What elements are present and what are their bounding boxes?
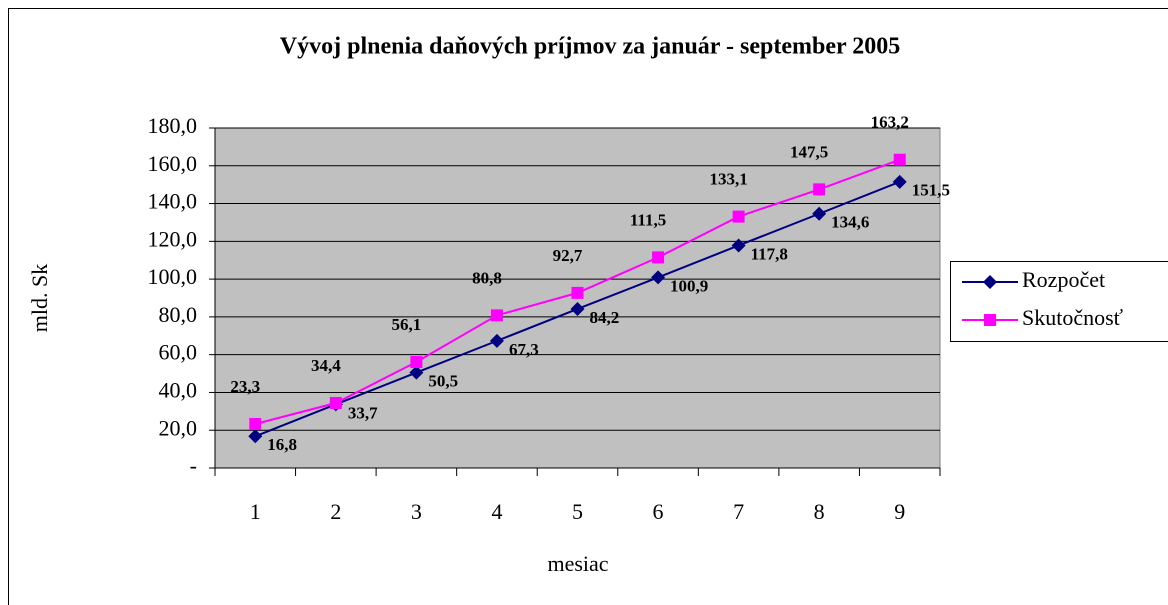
- value-label: 117,8: [751, 244, 788, 263]
- point: [813, 183, 826, 196]
- point: [892, 174, 907, 189]
- x-tick-label: 7: [733, 499, 744, 524]
- point: [571, 286, 584, 299]
- y-tick-label: 100,0: [148, 264, 198, 289]
- y-tick-label: 140,0: [148, 189, 198, 214]
- y-tick-label: 40,0: [159, 377, 198, 402]
- value-label: 67,3: [509, 340, 539, 359]
- point: [570, 301, 585, 316]
- point: [249, 417, 262, 430]
- value-label: 80,8: [472, 268, 502, 287]
- legend-box: [950, 261, 1168, 342]
- point: [652, 251, 665, 264]
- value-label: 16,8: [267, 435, 297, 454]
- x-tick-label: 6: [653, 499, 664, 524]
- x-tick-label: 2: [330, 499, 341, 524]
- legend-label: Rozpočet: [1022, 267, 1105, 292]
- point: [731, 238, 746, 253]
- value-label: 111,5: [630, 210, 666, 229]
- x-tick-label: 4: [491, 499, 502, 524]
- legend-marker: [984, 314, 996, 326]
- value-label: 163,2: [871, 113, 909, 132]
- value-label: 33,7: [348, 403, 378, 422]
- legend-marker: [983, 275, 997, 289]
- value-label: 133,1: [709, 169, 747, 188]
- y-tick-label: -: [190, 453, 197, 478]
- value-label: 147,5: [790, 142, 828, 161]
- x-tick-label: 5: [572, 499, 583, 524]
- point: [489, 333, 504, 348]
- point: [248, 429, 263, 444]
- point: [893, 153, 906, 166]
- value-label: 84,2: [590, 308, 620, 327]
- x-tick-label: 1: [250, 499, 261, 524]
- x-tick-label: 9: [894, 499, 905, 524]
- value-label: 100,9: [670, 276, 708, 295]
- legend-label: Skutočnosť: [1022, 305, 1124, 330]
- x-tick-label: 3: [411, 499, 422, 524]
- y-tick-label: 180,0: [148, 113, 198, 138]
- point: [651, 270, 666, 285]
- y-tick-label: 80,0: [159, 302, 198, 327]
- value-label: 34,4: [311, 356, 341, 375]
- y-tick-label: 160,0: [148, 151, 198, 176]
- y-axis-label: mld. Sk: [27, 264, 52, 332]
- x-tick-label: 8: [814, 499, 825, 524]
- value-label: 23,3: [230, 377, 260, 396]
- value-label: 151,5: [912, 181, 950, 200]
- value-label: 134,6: [831, 213, 869, 232]
- y-tick-label: 60,0: [159, 340, 198, 365]
- y-tick-label: 120,0: [148, 226, 198, 251]
- point: [812, 206, 827, 221]
- value-label: 50,5: [428, 372, 458, 391]
- value-label: 56,1: [392, 315, 422, 334]
- y-tick-label: 20,0: [159, 415, 198, 440]
- point: [329, 397, 342, 410]
- point: [409, 365, 424, 380]
- point: [410, 356, 423, 369]
- chart-title: Vývoj plnenia daňových príjmov za január…: [280, 34, 900, 60]
- x-axis-label: mesiac: [547, 551, 608, 576]
- value-label: 92,7: [553, 246, 583, 265]
- point: [732, 210, 745, 223]
- point: [490, 309, 503, 322]
